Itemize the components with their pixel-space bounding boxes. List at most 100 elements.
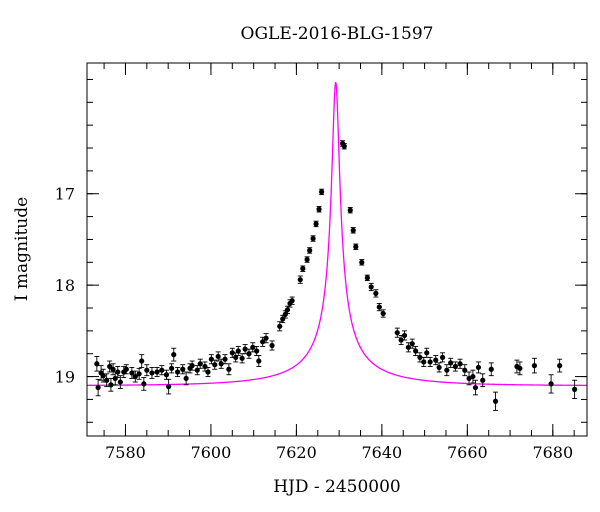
data-marker (517, 365, 523, 371)
data-point (531, 357, 538, 374)
data-point (197, 358, 203, 369)
axis-tick-labels: 7580 7600 7620 7640 7660 7680 17 18 19 (55, 185, 574, 462)
data-marker (319, 189, 325, 195)
data-point (368, 282, 374, 292)
data-point (284, 305, 291, 314)
data-marker (297, 277, 303, 283)
data-point (239, 353, 245, 364)
data-marker (427, 359, 433, 365)
data-point (115, 366, 121, 378)
x-axis-label: HJD - 2450000 (273, 477, 401, 497)
data-marker (239, 355, 245, 361)
data-point (246, 348, 252, 359)
data-point (144, 364, 150, 377)
data-point (289, 296, 295, 305)
data-point (100, 368, 106, 383)
data-marker (141, 381, 147, 387)
data-point (475, 361, 482, 374)
data-point (398, 334, 404, 346)
data-marker (166, 384, 172, 390)
data-point (548, 374, 554, 394)
data-point (433, 355, 439, 366)
data-point (466, 371, 472, 386)
data-marker (316, 206, 322, 212)
model-curve (87, 82, 587, 386)
data-point (444, 364, 450, 377)
data-point (347, 206, 353, 214)
data-point (235, 345, 241, 356)
data-point (256, 355, 262, 367)
data-marker (263, 335, 269, 341)
data-marker (226, 366, 232, 372)
data-point (448, 357, 454, 368)
data-marker (115, 369, 121, 375)
data-marker (277, 323, 283, 329)
data-marker (235, 348, 241, 354)
data-marker (409, 341, 415, 347)
data-marker (254, 348, 260, 354)
data-marker (233, 354, 239, 360)
data-marker (572, 386, 578, 392)
data-point (307, 247, 313, 254)
data-marker (94, 361, 100, 367)
y-tick-label: 17 (55, 185, 75, 204)
data-marker (359, 259, 365, 265)
data-point (208, 354, 214, 365)
data-marker (212, 362, 218, 368)
data-point (218, 358, 224, 369)
data-marker (472, 384, 479, 391)
data-marker (95, 384, 101, 391)
data-point (452, 361, 458, 372)
data-marker (159, 367, 165, 373)
data-point (141, 377, 147, 391)
data-point (163, 369, 170, 380)
data-marker (205, 369, 211, 375)
data-point (297, 275, 303, 284)
axis-ticks (87, 63, 587, 436)
data-point (557, 358, 563, 373)
data-point (189, 360, 195, 371)
data-marker (108, 382, 114, 388)
data-marker (194, 367, 200, 373)
data-marker (452, 363, 458, 370)
data-marker (368, 284, 374, 290)
data-marker (557, 363, 563, 369)
data-marker (548, 381, 554, 387)
data-point (117, 375, 123, 389)
data-marker (289, 298, 295, 304)
data-marker (183, 375, 189, 382)
data-marker (439, 354, 446, 360)
data-point (417, 352, 423, 363)
data-point (401, 330, 408, 341)
data-marker (310, 235, 316, 242)
data-marker (417, 354, 423, 360)
data-point (470, 369, 476, 384)
data-point (174, 366, 181, 378)
data-marker (398, 337, 404, 343)
data-marker (189, 363, 195, 369)
data-point (492, 391, 499, 411)
data-marker (457, 361, 463, 367)
data-point (136, 367, 142, 380)
data-marker (531, 363, 538, 369)
data-point (194, 365, 200, 376)
x-tick-label: 7600 (191, 443, 232, 462)
data-point (269, 340, 275, 351)
data-marker (364, 275, 370, 281)
data-point (212, 359, 218, 370)
data-marker (132, 373, 138, 380)
data-point (110, 363, 116, 376)
data-point (300, 265, 306, 272)
data-point (319, 188, 325, 196)
data-marker (149, 370, 155, 376)
data-point (183, 371, 189, 386)
data-marker (488, 366, 494, 372)
data-point (462, 364, 468, 377)
data-point (260, 336, 266, 347)
data-marker (401, 332, 408, 339)
data-point (205, 366, 211, 378)
data-point (409, 338, 415, 349)
data-point (94, 356, 100, 372)
x-tick-label: 7680 (532, 443, 573, 462)
